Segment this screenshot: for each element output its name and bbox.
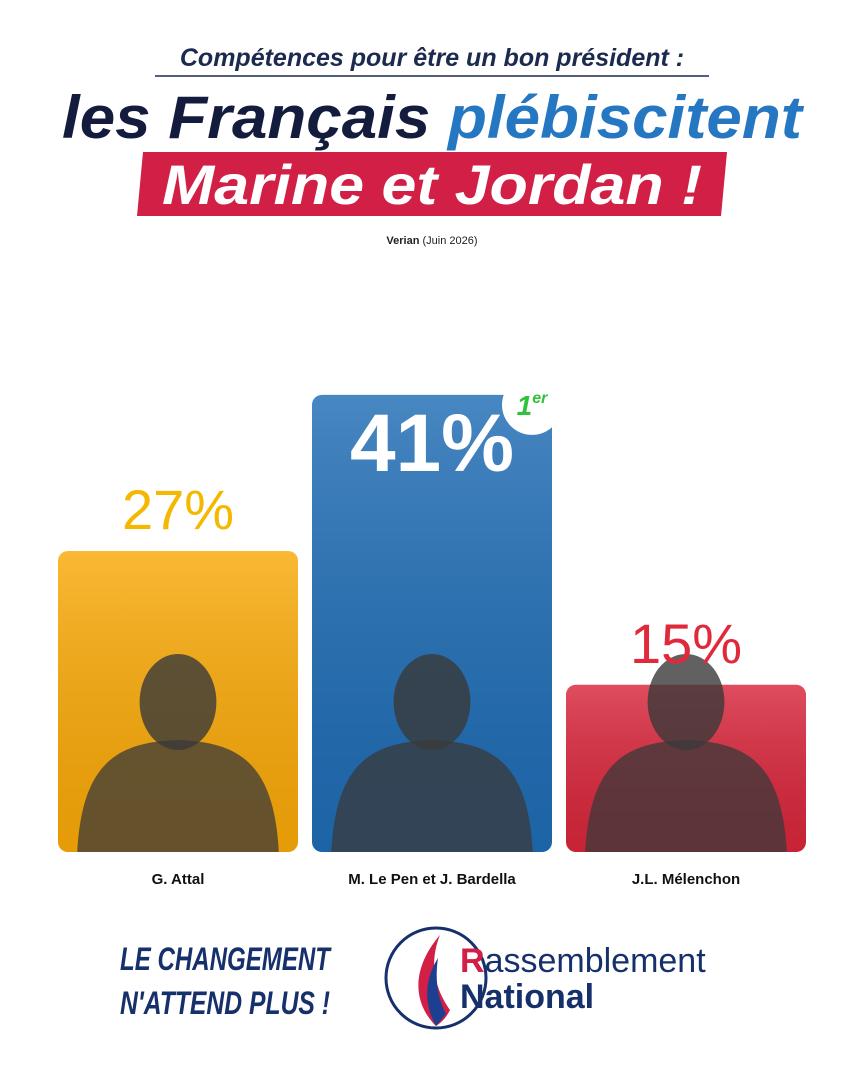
category-label: G. Attal [152, 871, 205, 888]
logo: Rassemblement National [384, 926, 706, 1030]
portrait [77, 654, 279, 852]
source: Verian (Juin 2026) [386, 235, 477, 247]
value-label: 27% [122, 478, 234, 541]
source-date: (Juin 2026) [423, 235, 478, 247]
slogan-line: N'ATTEND PLUS ! [120, 985, 330, 1021]
rank-suffix: er [532, 390, 548, 407]
rank-badge-text: 1er [517, 390, 548, 421]
value-label: 15% [630, 612, 742, 675]
logo-text: National [460, 978, 594, 1016]
portrait [585, 654, 787, 852]
highlight-text: Marine et Jordan ! [162, 153, 702, 216]
portrait-body [585, 740, 787, 852]
logo-flame-blue [427, 958, 446, 1026]
headline: les Français plébiscitent [62, 84, 805, 151]
portrait-body [331, 740, 533, 852]
category-label: M. Le Pen et J. Bardella [348, 871, 516, 888]
headline-dark: les Français [62, 84, 430, 151]
highlight-band [137, 152, 727, 216]
subtitle: Compétences pour être un bon président : [180, 44, 684, 72]
rank-badge [502, 374, 562, 435]
portrait-head [393, 654, 471, 750]
logo-rest: assemblement [485, 942, 707, 980]
portrait-head [139, 654, 217, 750]
headline-blue: plébiscitent [446, 84, 805, 151]
portrait [331, 654, 533, 852]
logo-ring [384, 926, 488, 1030]
logo-text: Rassemblement [460, 942, 706, 980]
category-label: J.L. Mélenchon [632, 871, 740, 888]
portrait-head [647, 654, 725, 750]
portrait-body [77, 740, 279, 852]
source-name: Verian [386, 235, 419, 247]
bar-shade [312, 394, 552, 852]
rank-number: 1 [517, 390, 533, 421]
value-label: 41% [350, 398, 514, 489]
bars: 27% G. Attal 41% M. Le Pen et J. Bardella 1e… [58, 374, 806, 888]
logo-initial: R [460, 942, 485, 980]
slogan-line: LE CHANGEMENT [120, 941, 332, 977]
